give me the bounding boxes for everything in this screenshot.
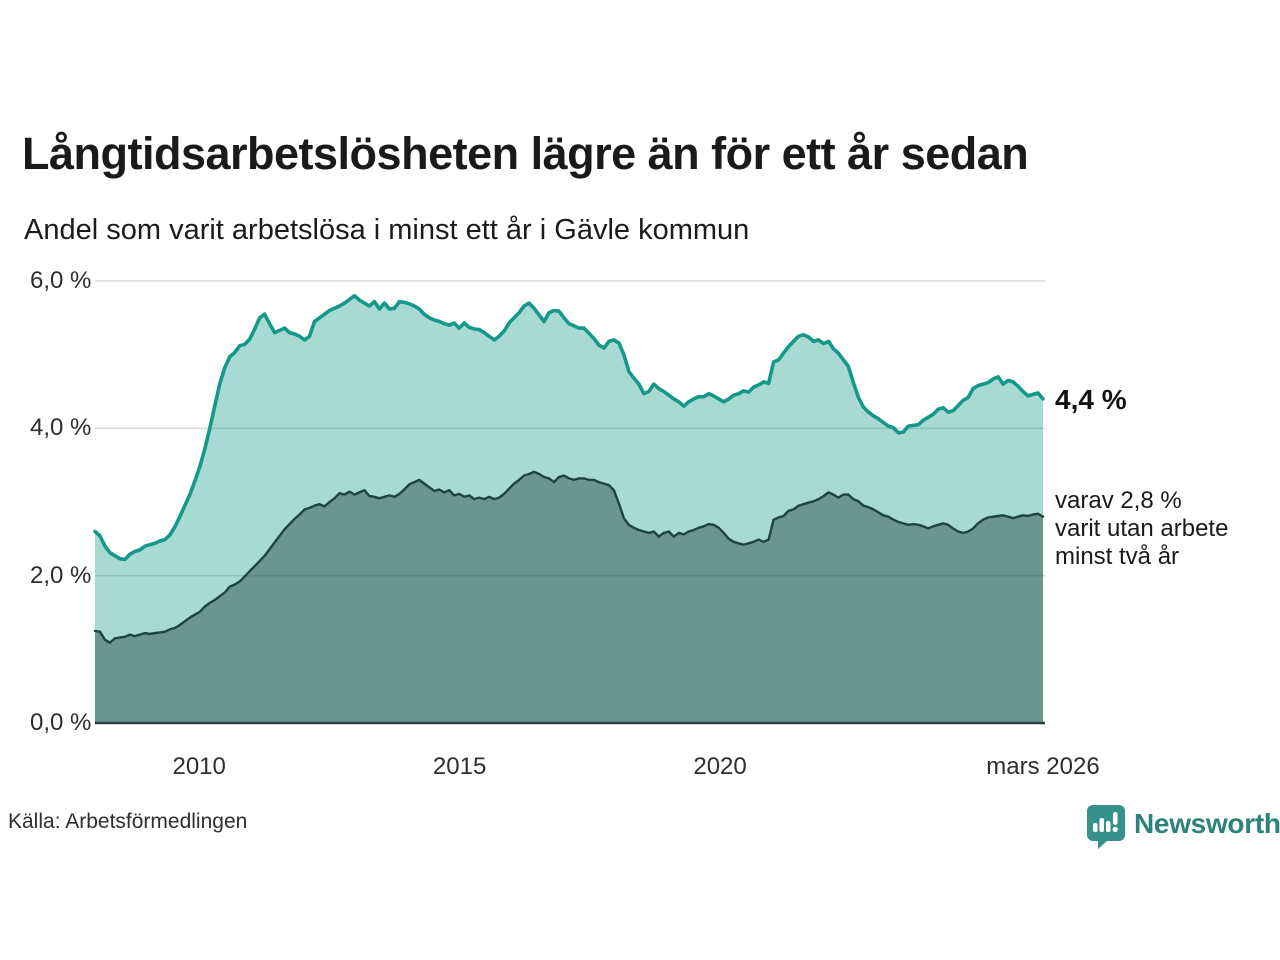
x-axis-label: 2020 [693,753,747,780]
y-axis-label: 0,0 % [30,709,92,736]
two-year-annotation: varav 2,8 % varit utan arbete minst två … [1055,487,1229,570]
newsworthy-logo: Newsworthy [1086,804,1280,850]
line-one-year [93,293,1045,562]
y-axis-label: 6,0 % [30,267,92,294]
x-axis-label: 2010 [172,753,226,780]
y-axis-label: 4,0 % [30,414,92,442]
brand-name: Newsworthy [1134,808,1280,839]
line-two-years [93,470,1045,644]
area-one-year [95,295,1043,723]
page-title: Långtidsarbetslösheten lägre än för ett … [22,128,1029,179]
newsworthy-logo-icon [1087,805,1125,849]
y-axis-label: 2,0 % [30,561,92,589]
x-axis-label: mars 2026 [986,753,1100,780]
chart-subtitle: Andel som varit arbetslösa i minst ett å… [24,214,750,246]
x-axis-label: 2015 [432,753,487,780]
latest-value-label: 4,4 % [1055,384,1127,415]
source-note: Källa: Arbetsförmedlingen [8,810,248,833]
area-two-years [95,471,1043,723]
